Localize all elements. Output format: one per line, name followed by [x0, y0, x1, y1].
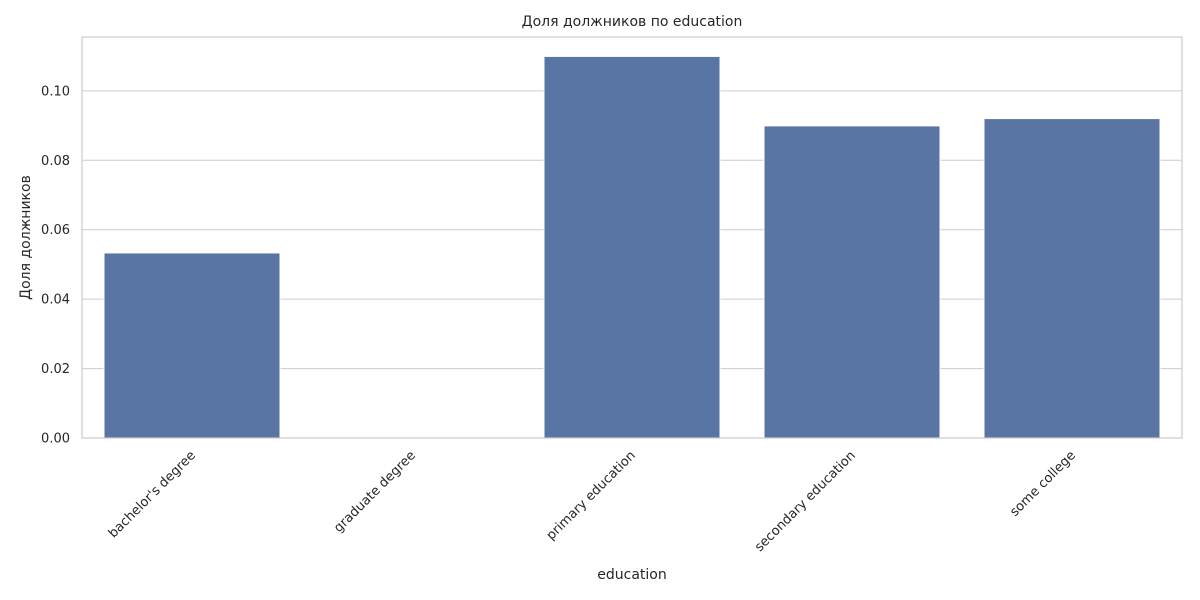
- bar: [543, 55, 721, 439]
- y-tick-label: 0.08: [41, 154, 70, 169]
- x-axis-label: education: [597, 567, 666, 583]
- y-tick-label: 0.10: [41, 84, 70, 99]
- y-tick-label: 0.02: [41, 362, 70, 377]
- x-tick-label: primary education: [544, 448, 639, 543]
- plot-frame: [81, 36, 1183, 439]
- chart-title: Доля должников по education: [522, 14, 743, 30]
- bar: [983, 118, 1161, 439]
- x-tick-label: bachelor's degree: [106, 448, 199, 541]
- bars: [103, 55, 1161, 439]
- y-tick-label: 0.04: [41, 293, 70, 308]
- x-tick-label: some college: [1007, 448, 1078, 519]
- x-tick-label: graduate degree: [331, 448, 419, 536]
- x-ticks: bachelor's degree graduate degree primary …: [106, 448, 1079, 555]
- y-axis-label: Доля должников: [18, 175, 34, 300]
- y-ticks: 0.00 0.02 0.04 0.06 0.08 0.10: [41, 84, 70, 446]
- bar: [103, 252, 281, 439]
- x-tick-label: secondary education: [752, 448, 859, 555]
- y-tick-label: 0.00: [41, 432, 70, 447]
- bar: [763, 125, 941, 439]
- y-tick-label: 0.06: [41, 223, 70, 238]
